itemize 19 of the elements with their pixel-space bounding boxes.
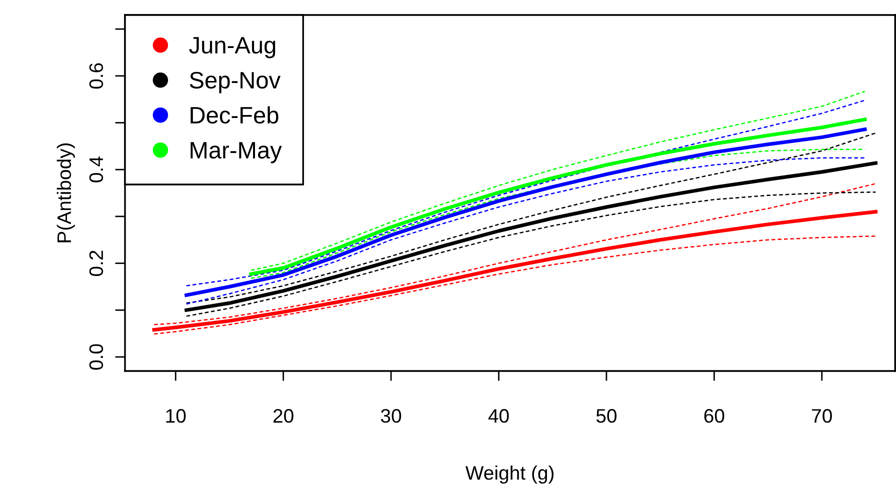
line-series [186, 100, 866, 286]
x-tick-label: 50 [596, 409, 617, 423]
y-axis-title: P(Antibody) [56, 143, 75, 242]
y-tick-label: 0.2 [89, 250, 104, 276]
x-tick-label: 40 [488, 409, 509, 423]
legend-label: Sep-Nov [190, 72, 281, 94]
x-tick-label: 20 [273, 409, 294, 423]
legend-label: Dec-Feb [190, 106, 278, 124]
legend-label: Jun-Aug [189, 37, 276, 58]
y-tick-label: 0.0 [89, 344, 104, 370]
x-tick-label: 60 [704, 409, 724, 423]
x-tick-label: 70 [812, 409, 832, 423]
line-series [186, 191, 876, 317]
y-tick-label: 0.4 [89, 156, 104, 182]
legend-label: Mar-May [190, 142, 282, 164]
x-tick-label: 10 [166, 409, 186, 423]
y-tick-label: 0.6 [89, 63, 104, 89]
x-tick-label: 30 [380, 409, 402, 423]
x-axis-title: Weight (g) [465, 466, 554, 484]
